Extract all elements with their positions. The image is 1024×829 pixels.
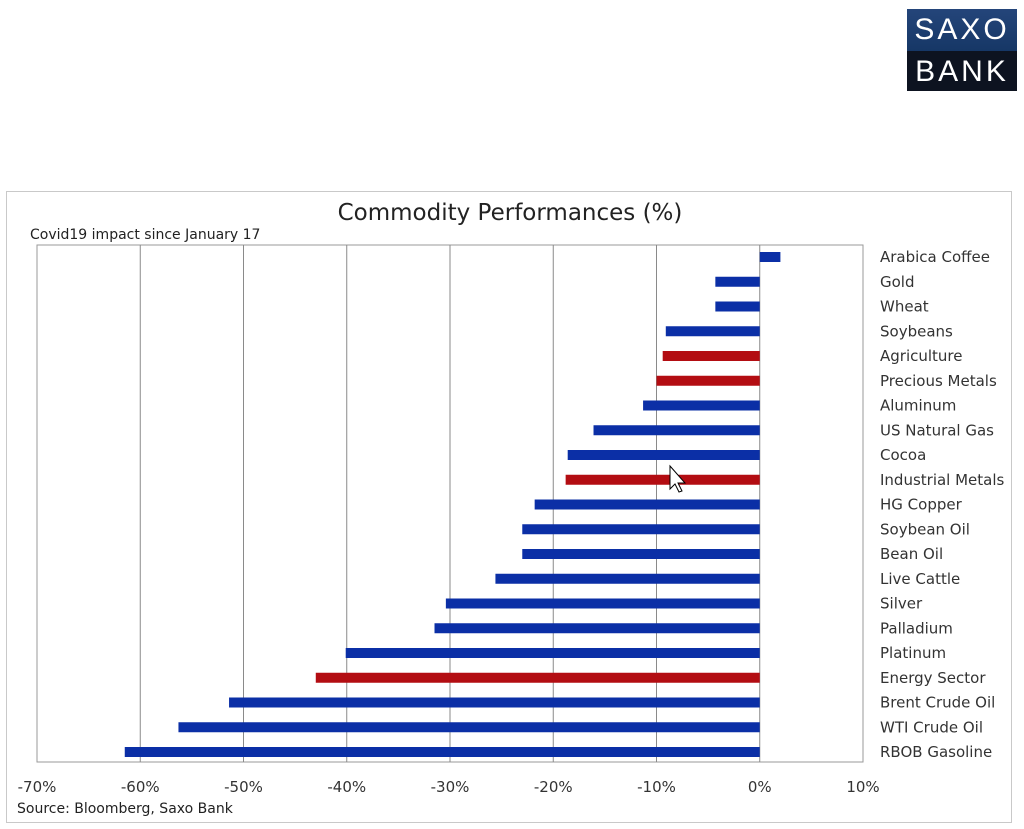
bar	[345, 648, 760, 658]
x-tick-label: -10%	[637, 778, 676, 796]
bar	[665, 326, 760, 337]
bar	[656, 375, 760, 386]
bar	[643, 400, 760, 411]
chart-subtitle: Covid19 impact since January 17	[30, 227, 260, 243]
category-label: Bean Oil	[880, 545, 943, 563]
category-label: Wheat	[880, 298, 929, 316]
x-tick-label: -30%	[431, 778, 470, 796]
category-label: Arabica Coffee	[880, 248, 990, 266]
category-label: Platinum	[880, 644, 946, 662]
x-tick-label: -50%	[224, 778, 263, 796]
chart-title: Commodity Performances (%)	[338, 200, 683, 226]
category-label: Palladium	[880, 619, 953, 637]
logo-line-2: BANK	[915, 55, 1009, 88]
bar	[759, 252, 781, 262]
bar	[315, 672, 760, 683]
x-tick-label: -60%	[121, 778, 160, 796]
category-label: US Natural Gas	[880, 421, 994, 439]
x-tick-label: -70%	[18, 778, 57, 796]
mouse-cursor-icon	[669, 464, 687, 493]
bar	[434, 623, 760, 634]
chart-frame	[6, 191, 1012, 823]
category-label: Precious Metals	[880, 372, 997, 390]
category-label: Aluminum	[880, 397, 956, 415]
category-label: Industrial Metals	[880, 471, 1005, 489]
bar	[534, 499, 760, 510]
bar	[229, 697, 760, 708]
category-label: Live Cattle	[880, 570, 960, 588]
bar	[715, 276, 760, 287]
x-tick-labels: -70% -60% -50% -40% -30% -20% -10% 0% 10%	[18, 778, 880, 796]
bar	[178, 722, 760, 733]
bar	[715, 301, 760, 312]
category-label: RBOB Gasoline	[880, 743, 992, 761]
bar	[124, 747, 760, 757]
chart-source: Source: Bloomberg, Saxo Bank	[17, 801, 234, 817]
category-label: Gold	[880, 273, 915, 291]
x-tick-label: -40%	[327, 778, 366, 796]
category-label: HG Copper	[880, 496, 963, 514]
x-tick-label: -20%	[534, 778, 573, 796]
category-label: Silver	[880, 595, 923, 613]
category-labels: Arabica Coffee Gold Wheat Soybeans Agricultu…	[880, 248, 1005, 761]
bar	[662, 351, 760, 361]
bar	[495, 573, 760, 584]
saxo-bank-logo: SAXO BANK	[907, 9, 1017, 91]
x-tick-label: 10%	[846, 778, 879, 796]
category-label: Agriculture	[880, 347, 963, 365]
bar	[565, 474, 760, 485]
category-label: WTI Crude Oil	[880, 718, 983, 736]
bar	[522, 524, 760, 535]
x-tick-label: 0%	[748, 778, 772, 796]
category-label: Soybean Oil	[880, 520, 970, 538]
category-label: Cocoa	[880, 446, 926, 464]
category-label: Soybeans	[880, 322, 953, 340]
logo-line-1: SAXO	[907, 9, 1017, 51]
bar	[445, 598, 760, 609]
bar	[567, 450, 760, 460]
bar	[593, 425, 760, 436]
bars	[124, 252, 781, 757]
bar	[522, 549, 760, 559]
category-label: Energy Sector	[880, 669, 986, 687]
category-label: Brent Crude Oil	[880, 694, 995, 712]
